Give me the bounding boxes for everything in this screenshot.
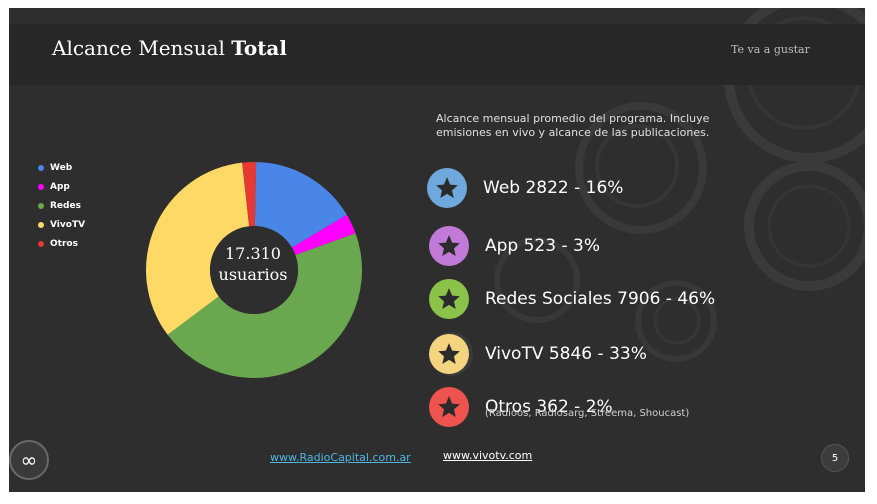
legend-swatch — [38, 183, 44, 190]
legend-swatch — [38, 164, 44, 171]
star-icon — [438, 288, 460, 309]
app-badge — [429, 226, 469, 266]
legend-swatch — [38, 240, 44, 247]
vivotv-link[interactable]: www.vivotv.com — [443, 449, 533, 462]
slice-redes — [167, 233, 362, 378]
page-number: 5 — [821, 444, 849, 472]
chart-legend: Web App Redes VivoTV Otros — [38, 158, 85, 253]
item-otros: Otros 362 - 2% — [429, 387, 613, 427]
item-vivotv-label: VivoTV 5846 - 33% — [485, 344, 647, 364]
slice-web — [254, 162, 347, 248]
description-text: Alcance mensual promedio del programa. I… — [436, 112, 710, 139]
legend-item-vivotv: VivoTV — [38, 215, 85, 234]
page-title: Alcance Mensual Total — [52, 36, 287, 60]
item-web-label: Web 2822 - 16% — [483, 178, 624, 198]
star-icon — [438, 343, 460, 364]
header-bar — [9, 24, 865, 85]
redes-badge — [429, 279, 469, 319]
item-app: App 523 - 3% — [429, 226, 600, 266]
legend-label: App — [50, 181, 70, 192]
legend-item-web: Web — [38, 158, 85, 177]
total-users-unit: usuarios — [218, 265, 288, 284]
legend-label: Web — [50, 162, 73, 173]
legend-label: Redes — [50, 200, 81, 211]
star-icon — [438, 235, 460, 256]
item-vivotv: VivoTV 5846 - 33% — [429, 334, 647, 374]
donut-hole — [210, 226, 298, 314]
web-badge — [427, 168, 467, 208]
legend-swatch — [38, 202, 44, 209]
total-users-value: 17.310 — [225, 244, 281, 263]
infinity-icon[interactable]: ∞ — [9, 440, 49, 480]
tagline: Te va a gustar — [731, 43, 810, 56]
legend-item-redes: Redes — [38, 196, 85, 215]
item-otros-label: Otros 362 - 2% — [485, 397, 613, 417]
star-icon — [436, 177, 458, 198]
otros-badge — [429, 387, 469, 427]
item-app-label: App 523 - 3% — [485, 236, 600, 256]
otros-note: (Radioos, Radiosarg, Streema, Shoucast) — [485, 408, 690, 419]
item-redes-label: Redes Sociales 7906 - 46% — [485, 289, 716, 309]
donut-center-label: 17.310 usuarios — [198, 243, 308, 285]
legend-label: Otros — [50, 238, 78, 249]
legend-item-app: App — [38, 177, 85, 196]
slice-app — [291, 214, 356, 256]
legend-label: VivoTV — [50, 219, 86, 230]
item-redes: Redes Sociales 7906 - 46% — [429, 279, 715, 319]
slice-otros — [242, 162, 257, 227]
donut-chart — [146, 162, 362, 378]
slice-vivotv — [146, 162, 250, 335]
radiocapital-link[interactable]: www.RadioCapital.com.ar — [270, 451, 411, 464]
vivotv-badge — [429, 334, 469, 374]
legend-swatch — [38, 221, 44, 228]
item-web: Web 2822 - 16% — [427, 168, 623, 208]
star-icon — [438, 396, 460, 417]
legend-item-otros: Otros — [38, 234, 85, 253]
